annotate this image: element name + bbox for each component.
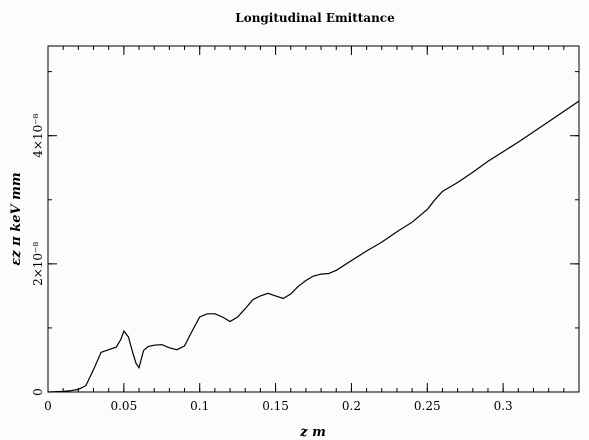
emittance-series-line — [47, 100, 580, 393]
y-tick-label: 2×10⁻⁸ — [31, 242, 45, 286]
x-tick-label: 0 — [44, 399, 52, 413]
y-axis-label: εz π keV mm — [9, 172, 24, 265]
axis-ticks — [47, 46, 580, 393]
x-tick-labels: 0 0.05 0.1 0.15 0.2 0.25 0.3 — [44, 399, 513, 413]
x-tick-label: 0.1 — [190, 399, 209, 413]
x-axis-label: z m — [299, 425, 326, 440]
x-tick-label: 0.25 — [414, 399, 441, 413]
chart-title: Longitudinal Emittance — [235, 11, 395, 25]
x-tick-label: 0.3 — [494, 399, 513, 413]
y-tick-label: 0 — [31, 388, 45, 396]
x-tick-label: 0.2 — [342, 399, 361, 413]
y-tick-label: 4×10⁻⁸ — [31, 113, 45, 157]
x-tick-label: 0.05 — [110, 399, 137, 413]
x-tick-label: 0.15 — [262, 399, 289, 413]
y-tick-labels: 0 2×10⁻⁸ 4×10⁻⁸ — [31, 113, 45, 395]
plot-frame — [47, 45, 580, 393]
